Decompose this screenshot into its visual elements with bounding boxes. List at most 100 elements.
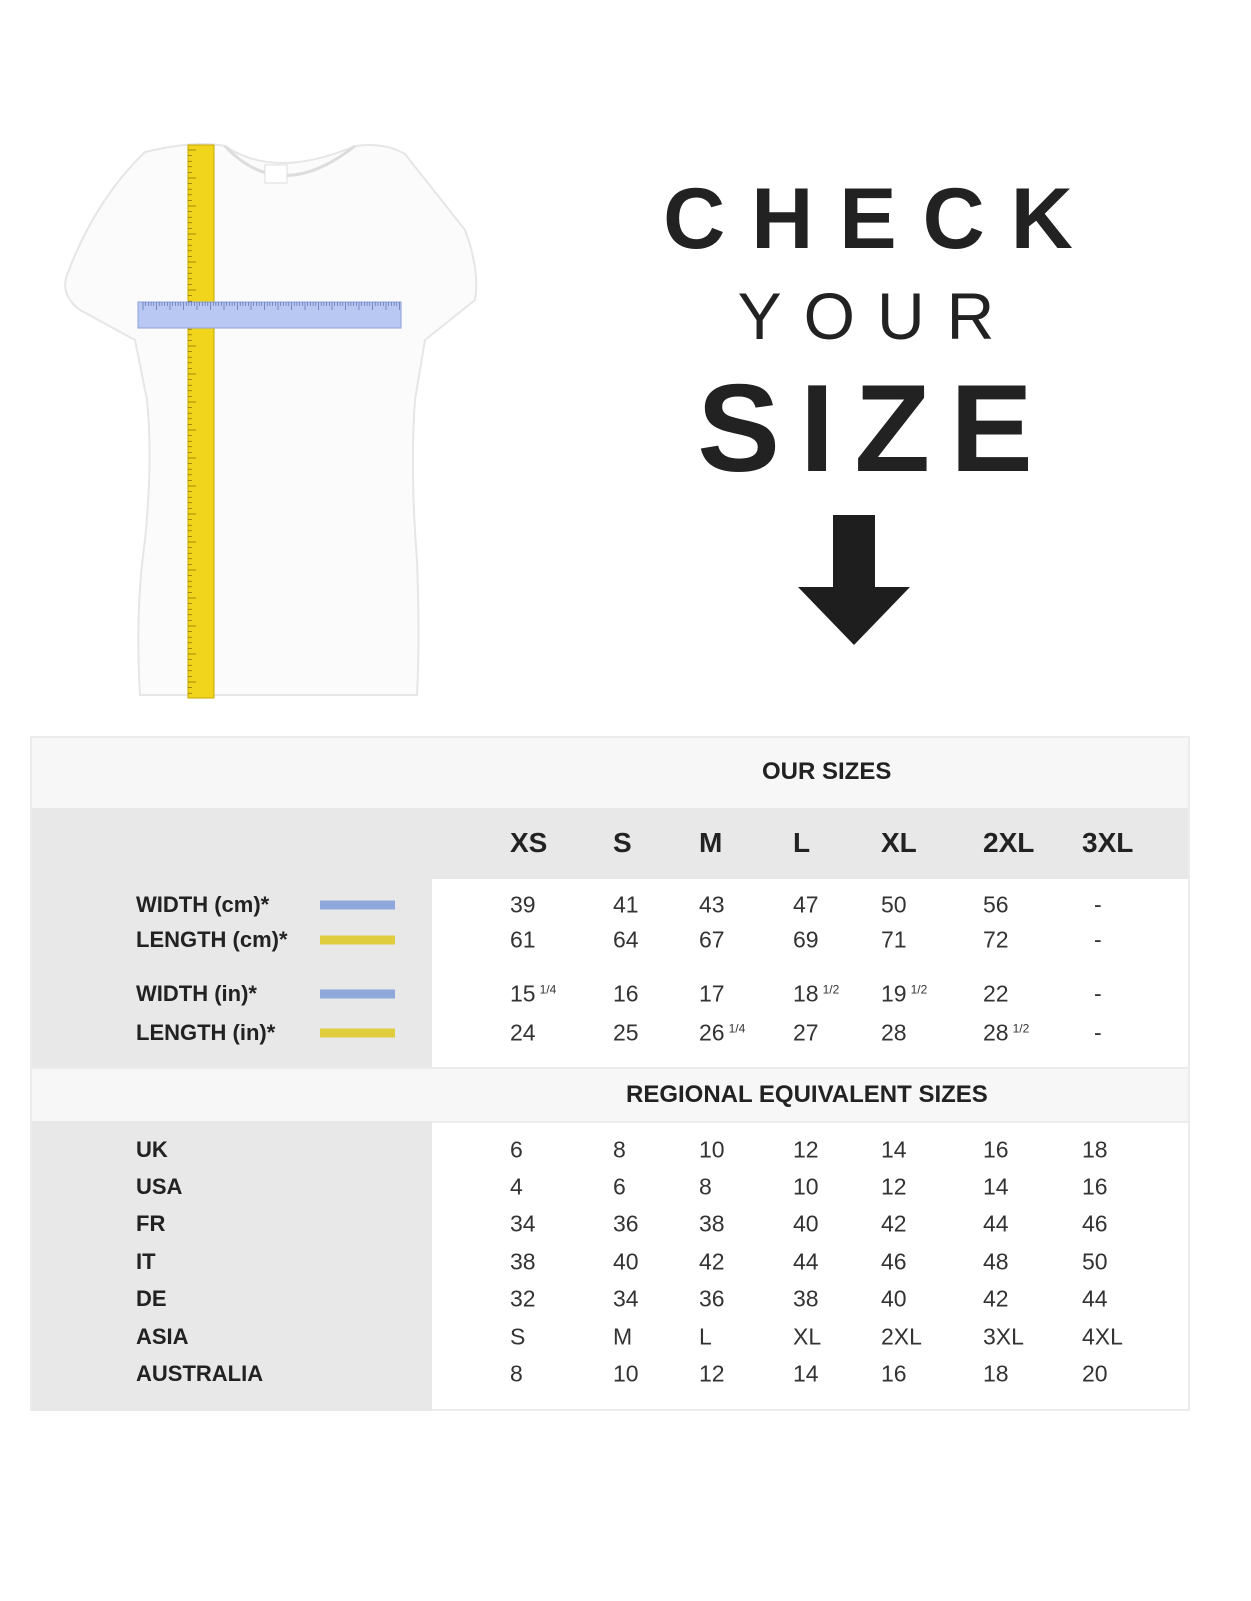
regional-header-band	[32, 1067, 1188, 1123]
regional-size-value: 16	[1082, 1173, 1108, 1200]
value-whole: -	[1094, 980, 1102, 1007]
measurement-value: 39	[510, 892, 536, 919]
measurement-value: 43	[699, 892, 725, 919]
regional-size-value: 12	[881, 1173, 907, 1200]
regional-size-value: 4XL	[1082, 1323, 1123, 1350]
measurement-value: 25	[613, 1020, 639, 1047]
regional-size-value: 14	[881, 1136, 907, 1163]
value-whole: 25	[613, 1019, 639, 1046]
regional-size-value: 38	[793, 1285, 819, 1312]
value-whole: 71	[881, 926, 907, 953]
our-sizes-header-band	[32, 738, 1188, 808]
tshirt-icon	[64, 143, 478, 696]
regional-size-value: 2XL	[881, 1323, 922, 1350]
regional-size-value: 10	[793, 1173, 819, 1200]
value-whole: 17	[699, 980, 725, 1007]
regional-size-value: 8	[510, 1360, 523, 1387]
measurement-value: 56	[983, 892, 1009, 919]
measurement-value: 47	[793, 892, 819, 919]
regional-size-value: XL	[793, 1323, 822, 1350]
tshirt-measure-illustration	[64, 143, 478, 699]
region-label: ASIA	[136, 1324, 189, 1349]
regional-size-value: 46	[881, 1248, 907, 1275]
regional-size-value: 10	[613, 1360, 639, 1387]
measurement-value: 64	[613, 927, 639, 954]
regional-label-column	[32, 1121, 432, 1411]
value-fraction: 1/2	[822, 982, 840, 997]
size-header-l: L	[793, 827, 811, 858]
region-label: FR	[136, 1211, 166, 1236]
region-label: USA	[136, 1174, 183, 1199]
our-sizes-title: OUR SIZES	[762, 758, 892, 785]
value-whole: 28	[881, 1019, 907, 1046]
arrow-down-icon	[798, 515, 910, 645]
value-whole: 24	[510, 1019, 536, 1046]
regional-size-value: 44	[793, 1248, 819, 1275]
region-label: DE	[136, 1286, 167, 1311]
regional-size-value: 14	[793, 1360, 819, 1387]
regional-size-value: 42	[881, 1210, 907, 1237]
size-header-xl: XL	[881, 827, 917, 858]
measurement-value: 28	[881, 1020, 907, 1047]
value-whole: 16	[613, 980, 639, 1007]
value-whole: 61	[510, 926, 536, 953]
value-whole: 69	[793, 926, 819, 953]
value-whole: 15	[510, 980, 536, 1007]
value-whole: 39	[510, 891, 536, 918]
measurement-value: 18 1/2	[793, 981, 839, 1008]
value-whole: 50	[881, 891, 907, 918]
value-fraction: 1/2	[1012, 1021, 1030, 1036]
regional-size-value: 32	[510, 1285, 536, 1312]
size-header-s: S	[613, 827, 632, 858]
measurement-value: 67	[699, 927, 725, 954]
regional-size-value: 34	[510, 1210, 536, 1237]
measurement-value: 24	[510, 1020, 536, 1047]
value-whole: 28	[983, 1019, 1009, 1046]
regional-size-value: 40	[793, 1210, 819, 1237]
measurement-value: -	[1094, 1020, 1102, 1047]
measurement-value: 71	[881, 927, 907, 954]
vertical-tape-measure-icon	[187, 144, 215, 699]
region-label: AUSTRALIA	[136, 1361, 264, 1386]
size-header-xs: XS	[510, 827, 548, 858]
value-whole: 67	[699, 926, 725, 953]
regional-size-value: 6	[613, 1173, 626, 1200]
value-whole: -	[1094, 1019, 1102, 1046]
headline-your: YOUR	[737, 279, 1017, 353]
regional-size-value: 36	[699, 1285, 725, 1312]
measurement-value: 19 1/2	[881, 981, 927, 1008]
value-whole: -	[1094, 891, 1102, 918]
value-fraction: 1/4	[728, 1021, 746, 1036]
measurement-value: 41	[613, 892, 639, 919]
regional-size-value: 3XL	[983, 1323, 1024, 1350]
measurement-value: 27	[793, 1020, 819, 1047]
value-whole: 43	[699, 891, 725, 918]
value-whole: 64	[613, 926, 639, 953]
value-whole: 56	[983, 891, 1009, 918]
value-whole: 22	[983, 980, 1009, 1007]
measurement-value: -	[1094, 892, 1102, 919]
regional-size-value: 8	[699, 1173, 712, 1200]
value-whole: 72	[983, 926, 1009, 953]
measurement-value: 61	[510, 927, 536, 954]
headline-check: CHECK	[663, 171, 1099, 267]
measurement-label: LENGTH (in)*	[136, 1020, 276, 1045]
measurement-value: 17	[699, 981, 725, 1008]
regional-size-value: 40	[613, 1248, 639, 1275]
value-fraction: 1/4	[539, 982, 557, 997]
value-whole: 41	[613, 891, 639, 918]
size-header-row	[32, 808, 1188, 879]
regional-size-value: 34	[613, 1285, 639, 1312]
regional-size-value: 44	[983, 1210, 1009, 1237]
regional-size-value: 12	[793, 1136, 819, 1163]
measurement-label: WIDTH (cm)*	[136, 892, 270, 917]
measurement-value: 72	[983, 927, 1009, 954]
size-header-m: M	[699, 827, 723, 858]
horizontal-tape-measure-icon	[137, 301, 402, 329]
regional-size-value: 36	[613, 1210, 639, 1237]
region-label: IT	[136, 1249, 156, 1274]
regional-size-value: 8	[613, 1136, 626, 1163]
regional-size-value: 48	[983, 1248, 1009, 1275]
size-header-2xl: 2XL	[983, 827, 1035, 858]
measurement-value: -	[1094, 927, 1102, 954]
